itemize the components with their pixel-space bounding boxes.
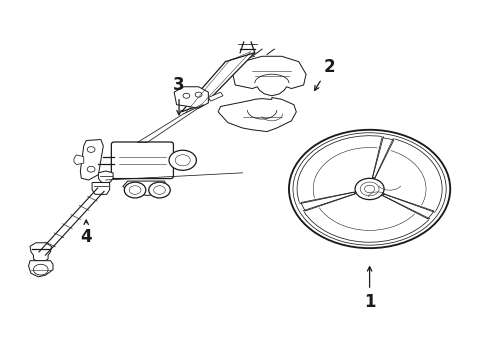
Polygon shape: [230, 54, 255, 62]
Text: 3: 3: [173, 76, 185, 115]
FancyBboxPatch shape: [111, 142, 173, 179]
Polygon shape: [30, 243, 51, 261]
Circle shape: [195, 92, 202, 97]
Polygon shape: [28, 261, 53, 277]
Polygon shape: [80, 139, 103, 180]
Polygon shape: [123, 181, 167, 195]
Circle shape: [33, 264, 48, 275]
Text: 1: 1: [364, 267, 375, 311]
Polygon shape: [92, 183, 110, 194]
Circle shape: [87, 166, 95, 172]
Circle shape: [183, 93, 190, 98]
Polygon shape: [233, 56, 306, 96]
Polygon shape: [372, 138, 394, 178]
Polygon shape: [383, 194, 434, 219]
Polygon shape: [98, 171, 113, 184]
Text: 2: 2: [315, 58, 335, 90]
Circle shape: [355, 178, 384, 199]
Circle shape: [169, 150, 196, 170]
Polygon shape: [301, 192, 355, 211]
Circle shape: [124, 182, 146, 198]
Circle shape: [149, 182, 170, 198]
Text: 4: 4: [80, 220, 92, 246]
Polygon shape: [174, 87, 208, 108]
Polygon shape: [208, 92, 223, 101]
Polygon shape: [218, 98, 296, 132]
Circle shape: [87, 147, 95, 152]
Polygon shape: [74, 155, 84, 165]
Polygon shape: [181, 53, 255, 112]
